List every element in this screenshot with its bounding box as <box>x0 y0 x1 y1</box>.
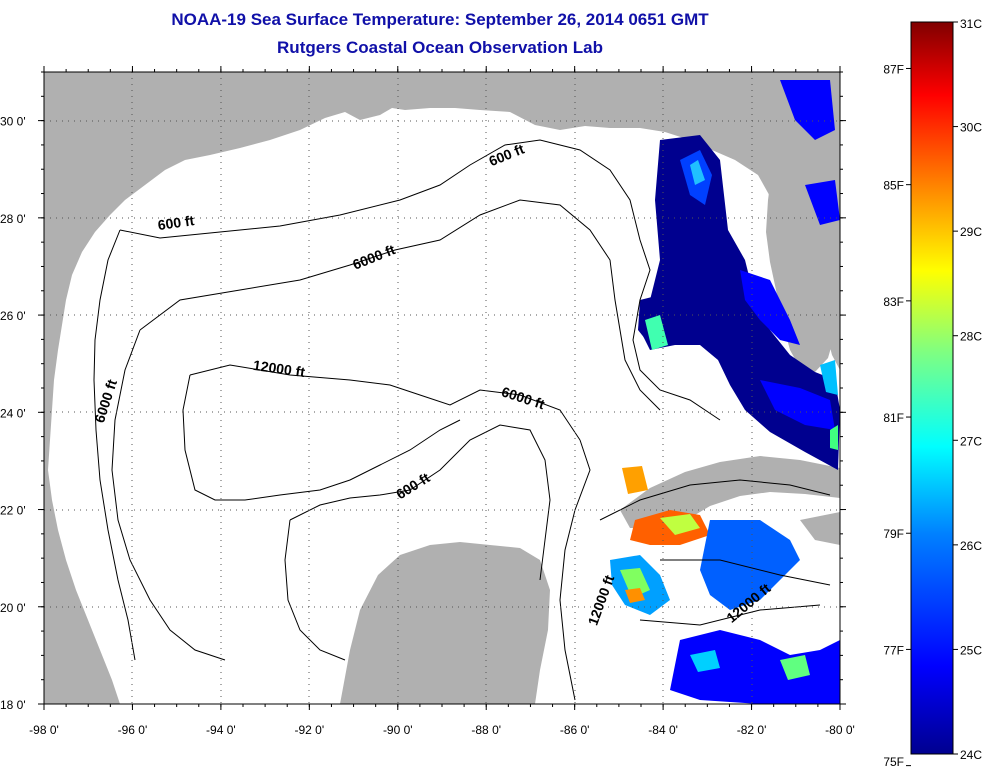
lon-tick-label: -96 0' <box>118 723 148 737</box>
lat-tick-label: 26 0' <box>0 309 26 323</box>
lat-tick-label: 24 0' <box>0 406 26 420</box>
colorbar-fahrenheit-label: 87F <box>883 62 904 76</box>
lat-tick-label: 20 0' <box>0 601 26 615</box>
sst-data-layer <box>610 80 840 704</box>
lon-tick-label: -86 0' <box>560 723 590 737</box>
lon-tick-label: -80 0' <box>825 723 855 737</box>
land-hispaniola-edge <box>800 512 840 545</box>
colorbar-celsius-label: 27C <box>960 434 982 448</box>
lon-tick-label: -90 0' <box>383 723 413 737</box>
map-title: NOAA-19 Sea Surface Temperature: Septemb… <box>171 10 709 29</box>
lon-tick-label: -84 0' <box>648 723 678 737</box>
lat-tick-label: 28 0' <box>0 212 26 226</box>
lat-tick-label: 30 0' <box>0 115 26 129</box>
colorbar-celsius-label: 24C <box>960 748 982 762</box>
colorbar <box>910 21 954 755</box>
colorbar-celsius-label: 25C <box>960 643 982 657</box>
land-us-gulf-coast <box>44 72 840 704</box>
lon-tick-label: -82 0' <box>737 723 767 737</box>
lon-tick-label: -88 0' <box>471 723 501 737</box>
colorbar-fahrenheit-label: 85F <box>883 179 904 193</box>
colorbar-fahrenheit-label: 81F <box>883 411 904 425</box>
colorbar-fahrenheit-label: 79F <box>883 527 904 541</box>
colorbar-fahrenheit-label: 83F <box>883 295 904 309</box>
colorbar-fahrenheit-label: 75F <box>883 755 904 769</box>
colorbar-fahrenheit-label: 77F <box>883 643 904 657</box>
map-subtitle: Rutgers Coastal Ocean Observation Lab <box>277 38 603 57</box>
colorbar-celsius-label: 29C <box>960 225 982 239</box>
colorbar-celsius-label: 26C <box>960 539 982 553</box>
contour-depth-label: 600 ft <box>157 212 196 233</box>
colorbar-celsius-label: 28C <box>960 330 982 344</box>
land-florida <box>766 72 840 372</box>
lon-tick-label: -92 0' <box>295 723 325 737</box>
lat-tick-label: 22 0' <box>0 504 26 518</box>
land-yucatan <box>340 542 550 704</box>
lon-tick-label: -98 0' <box>29 723 59 737</box>
colorbar-celsius-label: 31C <box>960 17 982 31</box>
lat-tick-label: 18 0' <box>0 698 26 712</box>
colorbar-celsius-label: 30C <box>960 121 982 135</box>
lat-lon-grid <box>44 72 840 704</box>
lon-tick-label: -94 0' <box>206 723 236 737</box>
bathymetry-contours <box>93 139 831 701</box>
contour-depth-label: 12000 ft <box>252 357 306 380</box>
